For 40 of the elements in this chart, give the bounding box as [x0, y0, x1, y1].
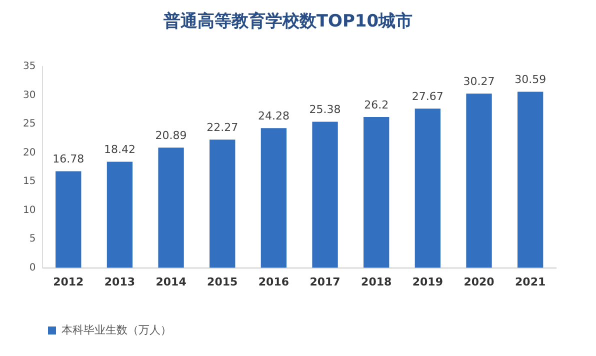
bar — [210, 140, 236, 268]
x-tick-label: 2019 — [412, 275, 443, 288]
legend-label: 本科毕业生数（万人） — [62, 323, 172, 336]
x-tick-label: 2017 — [310, 275, 340, 288]
bar — [260, 128, 287, 268]
data-label: 20.89 — [155, 128, 187, 142]
data-label: 16.78 — [52, 152, 84, 166]
x-tick-label: 2013 — [104, 275, 136, 288]
data-label: 25.38 — [309, 103, 341, 116]
x-tick-label: 2015 — [207, 275, 238, 288]
data-label: 22.27 — [206, 121, 238, 134]
x-tick-label: 2018 — [361, 275, 392, 288]
y-tick-label: 30 — [22, 90, 36, 101]
y-tick-label: 15 — [22, 176, 36, 188]
x-tick-label: 2012 — [53, 275, 84, 288]
data-label: 18.42 — [104, 143, 136, 156]
bar — [106, 162, 133, 268]
data-label: 26.2 — [364, 98, 389, 112]
bar — [364, 117, 390, 268]
data-label: 24.28 — [258, 109, 290, 122]
y-tick-label: 5 — [29, 234, 36, 245]
x-tick-label: 2016 — [258, 275, 290, 288]
data-label: 30.27 — [463, 74, 495, 88]
x-tick-label: 2021 — [515, 275, 546, 288]
y-tick-label: 35 — [22, 60, 36, 72]
x-tick-label: 2020 — [464, 275, 495, 288]
bar — [158, 148, 184, 268]
chart-title: 普通高等教育学校数TOP10城市 — [162, 10, 413, 32]
bar — [56, 171, 82, 268]
y-tick-label: 20 — [22, 147, 36, 158]
bar — [518, 92, 544, 268]
bar — [312, 122, 338, 268]
bar — [414, 108, 441, 268]
data-label: 27.67 — [412, 90, 444, 103]
y-tick-label: 0 — [29, 262, 36, 274]
y-tick-label: 25 — [22, 118, 36, 130]
data-label: 30.59 — [514, 73, 546, 86]
bar — [466, 94, 492, 268]
x-tick-label: 2014 — [156, 275, 187, 288]
y-tick-label: 10 — [22, 204, 36, 216]
